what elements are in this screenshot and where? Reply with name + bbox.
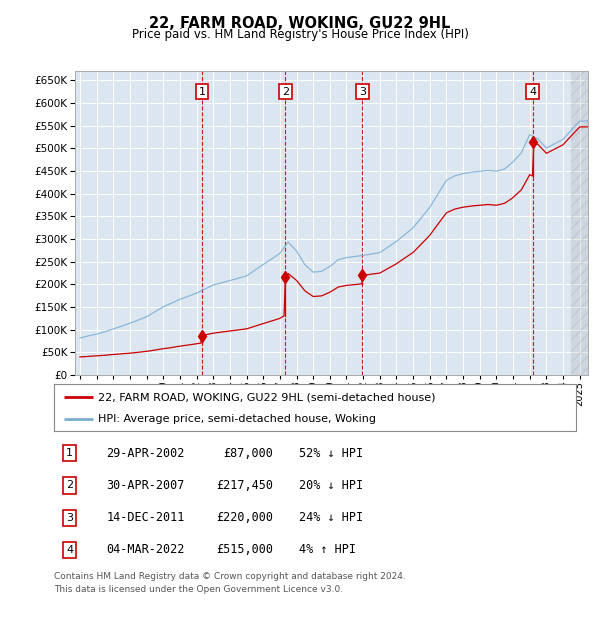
Text: £515,000: £515,000 bbox=[216, 544, 273, 556]
HPI: Average price, semi-detached house, Woking: (2e+03, 8.2e+04): Average price, semi-detached house, Woki… bbox=[76, 334, 83, 342]
HPI: Average price, semi-detached house, Woking: (2.01e+03, 2.34e+05): Average price, semi-detached house, Woki… bbox=[322, 265, 329, 273]
Text: 29-APR-2002: 29-APR-2002 bbox=[106, 447, 185, 459]
22, FARM ROAD, WOKING, GU22 9HL (semi-detached house) bbox=[322, 290, 329, 298]
Text: Price paid vs. HM Land Registry's House Price Index (HPI): Price paid vs. HM Land Registry's House … bbox=[131, 28, 469, 41]
Text: 4% ↑ HPI: 4% ↑ HPI bbox=[299, 544, 356, 556]
Text: 3: 3 bbox=[66, 513, 73, 523]
Text: 1: 1 bbox=[66, 448, 73, 458]
Text: 14-DEC-2011: 14-DEC-2011 bbox=[106, 512, 185, 524]
22, FARM ROAD, WOKING, GU22 9HL (semi-detached house) bbox=[424, 234, 431, 242]
22, FARM ROAD, WOKING, GU22 9HL (semi-detached house) bbox=[101, 352, 109, 359]
Text: 2: 2 bbox=[66, 480, 73, 490]
Text: 4: 4 bbox=[529, 87, 536, 97]
Line: HPI: Average price, semi-detached house, Woking: HPI: Average price, semi-detached house,… bbox=[80, 121, 588, 338]
22, FARM ROAD, WOKING, GU22 9HL (semi-detached house) bbox=[584, 123, 592, 131]
Text: HPI: Average price, semi-detached house, Woking: HPI: Average price, semi-detached house,… bbox=[98, 414, 376, 424]
Text: Contains HM Land Registry data © Crown copyright and database right 2024.
This d: Contains HM Land Registry data © Crown c… bbox=[54, 572, 406, 594]
22, FARM ROAD, WOKING, GU22 9HL (semi-detached house) bbox=[454, 205, 461, 212]
Text: 04-MAR-2022: 04-MAR-2022 bbox=[106, 544, 185, 556]
Text: £217,450: £217,450 bbox=[216, 479, 273, 492]
HPI: Average price, semi-detached house, Woking: (2.03e+03, 5.6e+05): Average price, semi-detached house, Woki… bbox=[584, 117, 592, 125]
HPI: Average price, semi-detached house, Woking: (2.02e+03, 4.41e+05): Average price, semi-detached house, Woki… bbox=[454, 171, 461, 179]
22, FARM ROAD, WOKING, GU22 9HL (semi-detached house) bbox=[76, 353, 83, 361]
Text: 3: 3 bbox=[359, 87, 366, 97]
Line: 22, FARM ROAD, WOKING, GU22 9HL (semi-detached house): 22, FARM ROAD, WOKING, GU22 9HL (semi-de… bbox=[80, 127, 588, 357]
22, FARM ROAD, WOKING, GU22 9HL (semi-detached house) bbox=[581, 123, 589, 131]
HPI: Average price, semi-detached house, Woking: (2e+03, 9.57e+04): Average price, semi-detached house, Woki… bbox=[101, 328, 109, 335]
22, FARM ROAD, WOKING, GU22 9HL (semi-detached house) bbox=[93, 352, 100, 360]
Text: £87,000: £87,000 bbox=[223, 447, 273, 459]
Text: 2: 2 bbox=[282, 87, 289, 97]
Text: 4: 4 bbox=[66, 545, 73, 555]
Text: 22, FARM ROAD, WOKING, GU22 9HL: 22, FARM ROAD, WOKING, GU22 9HL bbox=[149, 16, 451, 30]
HPI: Average price, semi-detached house, Woking: (2.02e+03, 3.62e+05): Average price, semi-detached house, Woki… bbox=[424, 207, 431, 215]
Text: £220,000: £220,000 bbox=[216, 512, 273, 524]
22, FARM ROAD, WOKING, GU22 9HL (semi-detached house) bbox=[569, 131, 577, 138]
HPI: Average price, semi-detached house, Woking: (2.02e+03, 5.43e+05): Average price, semi-detached house, Woki… bbox=[569, 125, 577, 133]
Text: 20% ↓ HPI: 20% ↓ HPI bbox=[299, 479, 364, 492]
Text: 22, FARM ROAD, WOKING, GU22 9HL (semi-detached house): 22, FARM ROAD, WOKING, GU22 9HL (semi-de… bbox=[98, 392, 436, 402]
Text: 52% ↓ HPI: 52% ↓ HPI bbox=[299, 447, 364, 459]
HPI: Average price, semi-detached house, Woking: (2.03e+03, 5.6e+05): Average price, semi-detached house, Woki… bbox=[581, 117, 589, 125]
HPI: Average price, semi-detached house, Woking: (2e+03, 9.04e+04): Average price, semi-detached house, Woki… bbox=[93, 330, 100, 338]
Text: 24% ↓ HPI: 24% ↓ HPI bbox=[299, 512, 364, 524]
Text: 30-APR-2007: 30-APR-2007 bbox=[106, 479, 185, 492]
Text: 1: 1 bbox=[199, 87, 206, 97]
Bar bbox=[571, 71, 588, 375]
